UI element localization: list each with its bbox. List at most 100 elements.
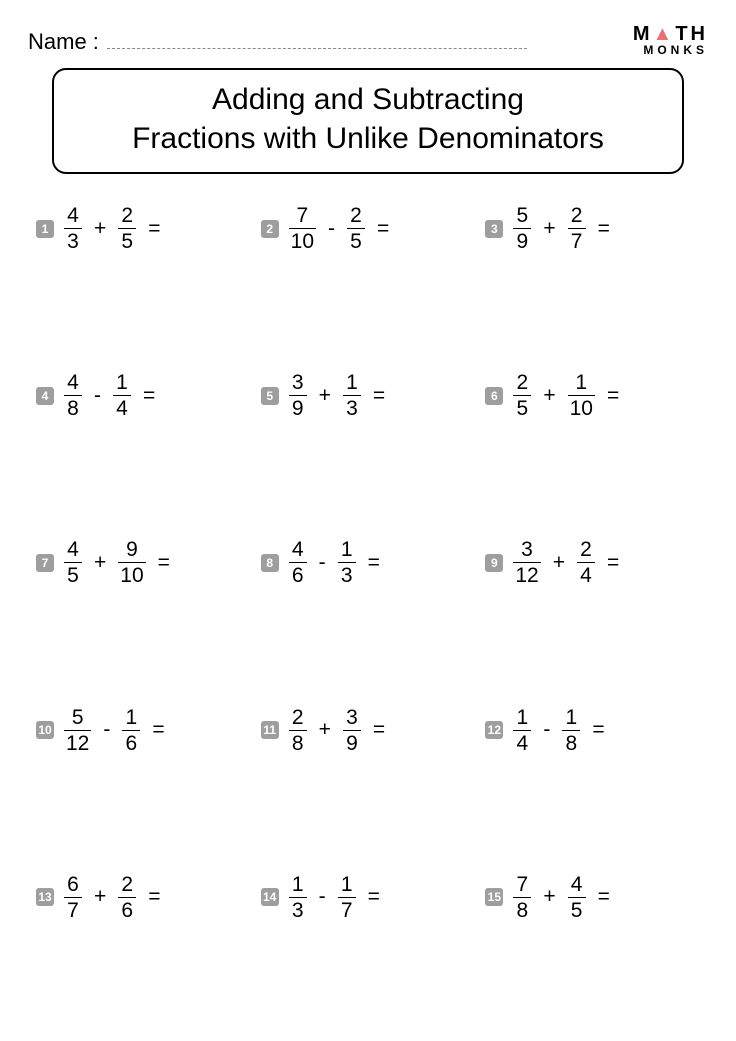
fraction-b: 14 (113, 371, 131, 420)
name-label: Name : (28, 29, 99, 55)
problem: 539+13= (261, 371, 476, 420)
equals-sign: = (603, 384, 619, 408)
fraction-b-denominator: 10 (118, 562, 145, 587)
problem: 448-14= (36, 371, 251, 420)
fraction-b: 110 (568, 371, 595, 420)
problem-number-badge: 11 (261, 721, 279, 739)
problem: 10512-16= (36, 706, 251, 755)
equals-sign: = (594, 217, 610, 241)
fraction-a-denominator: 8 (64, 395, 82, 420)
fraction-b-numerator: 2 (119, 873, 135, 897)
fraction-a-numerator: 6 (65, 873, 81, 897)
operator: + (315, 384, 335, 408)
equals-sign: = (139, 384, 155, 408)
fraction-a-denominator: 5 (513, 395, 531, 420)
fraction-b-numerator: 9 (124, 538, 140, 562)
problem: 1413-17= (261, 873, 476, 922)
problem: 359+27= (485, 204, 700, 253)
fraction-b-numerator: 1 (124, 706, 140, 730)
fraction-a: 25 (513, 371, 531, 420)
fraction-a-denominator: 9 (513, 228, 531, 253)
problem: 6 25 +110 = (485, 371, 700, 420)
problem-number-badge: 2 (261, 220, 279, 238)
logo-th: TH (675, 23, 708, 45)
operator: + (549, 551, 569, 575)
fraction-b-denominator: 7 (338, 897, 356, 922)
logo-m: M (633, 23, 653, 45)
operator: + (539, 885, 559, 909)
fraction-b-numerator: 1 (339, 538, 355, 562)
problem: 1128+39= (261, 706, 476, 755)
fraction-a: 39 (289, 371, 307, 420)
equals-sign: = (144, 217, 160, 241)
problem-number-badge: 12 (485, 721, 503, 739)
operator: - (324, 217, 339, 241)
fraction-b-numerator: 2 (578, 538, 594, 562)
operator: + (315, 718, 335, 742)
problem: 1367+26= (36, 873, 251, 922)
equals-sign: = (369, 718, 385, 742)
equals-sign: = (148, 718, 164, 742)
equals-sign: = (364, 885, 380, 909)
fraction-b-numerator: 3 (344, 706, 360, 730)
operator: + (90, 885, 110, 909)
fraction-a-numerator: 3 (290, 371, 306, 395)
fraction-a-denominator: 12 (64, 730, 91, 755)
fraction-a-numerator: 1 (290, 873, 306, 897)
fraction-b-denominator: 4 (113, 395, 131, 420)
fraction-b-numerator: 2 (569, 204, 585, 228)
problem: 846-13= (261, 538, 476, 587)
fraction-b-denominator: 6 (118, 897, 136, 922)
fraction-a: 13 (289, 873, 307, 922)
problem: 143+25= (36, 204, 251, 253)
problem-number-badge: 8 (261, 554, 279, 572)
fraction-a-numerator: 4 (290, 538, 306, 562)
fraction-b: 27 (568, 204, 586, 253)
name-field: Name : (28, 25, 527, 55)
fraction-a-numerator: 4 (65, 371, 81, 395)
problem: 1578+45= (485, 873, 700, 922)
fraction-b-numerator: 1 (563, 706, 579, 730)
problem-number-badge: 9 (485, 554, 503, 572)
fraction-b-numerator: 2 (119, 204, 135, 228)
fraction-a-denominator: 10 (289, 228, 316, 253)
fraction-b-denominator: 6 (122, 730, 140, 755)
header: Name : M▲TH MONKS (28, 24, 708, 56)
fraction-b: 13 (343, 371, 361, 420)
fraction-a-denominator: 12 (513, 562, 540, 587)
equals-sign: = (144, 885, 160, 909)
operator: + (539, 384, 559, 408)
fraction-b-denominator: 7 (568, 228, 586, 253)
fraction-b-denominator: 9 (343, 730, 361, 755)
fraction-b-numerator: 1 (114, 371, 130, 395)
fraction-a: 46 (289, 538, 307, 587)
problem-number-badge: 6 (485, 387, 503, 405)
logo-row1: M▲TH (633, 24, 708, 44)
fraction-b-denominator: 4 (577, 562, 595, 587)
fraction-a-denominator: 3 (64, 228, 82, 253)
operator: - (99, 718, 114, 742)
operator: + (539, 217, 559, 241)
fraction-b: 24 (577, 538, 595, 587)
problem-number-badge: 5 (261, 387, 279, 405)
problem-number-badge: 10 (36, 721, 54, 739)
fraction-a-numerator: 7 (514, 873, 530, 897)
fraction-b-denominator: 3 (343, 395, 361, 420)
fraction-a-denominator: 8 (513, 897, 531, 922)
equals-sign: = (588, 718, 604, 742)
fraction-a-numerator: 7 (294, 204, 310, 228)
title-line-1: Adding and Subtracting (74, 80, 662, 119)
operator: + (90, 217, 110, 241)
fraction-b-numerator: 1 (344, 371, 360, 395)
title-box: Adding and Subtracting Fractions with Un… (52, 68, 684, 174)
fraction-b-denominator: 8 (562, 730, 580, 755)
operator: - (90, 384, 105, 408)
fraction-a-numerator: 5 (514, 204, 530, 228)
problem: 9312+24= (485, 538, 700, 587)
fraction-a: 48 (64, 371, 82, 420)
fraction-b: 26 (118, 873, 136, 922)
fraction-a-numerator: 4 (65, 538, 81, 562)
fraction-b: 18 (562, 706, 580, 755)
fraction-b-denominator: 10 (568, 395, 595, 420)
equals-sign: = (364, 551, 380, 575)
